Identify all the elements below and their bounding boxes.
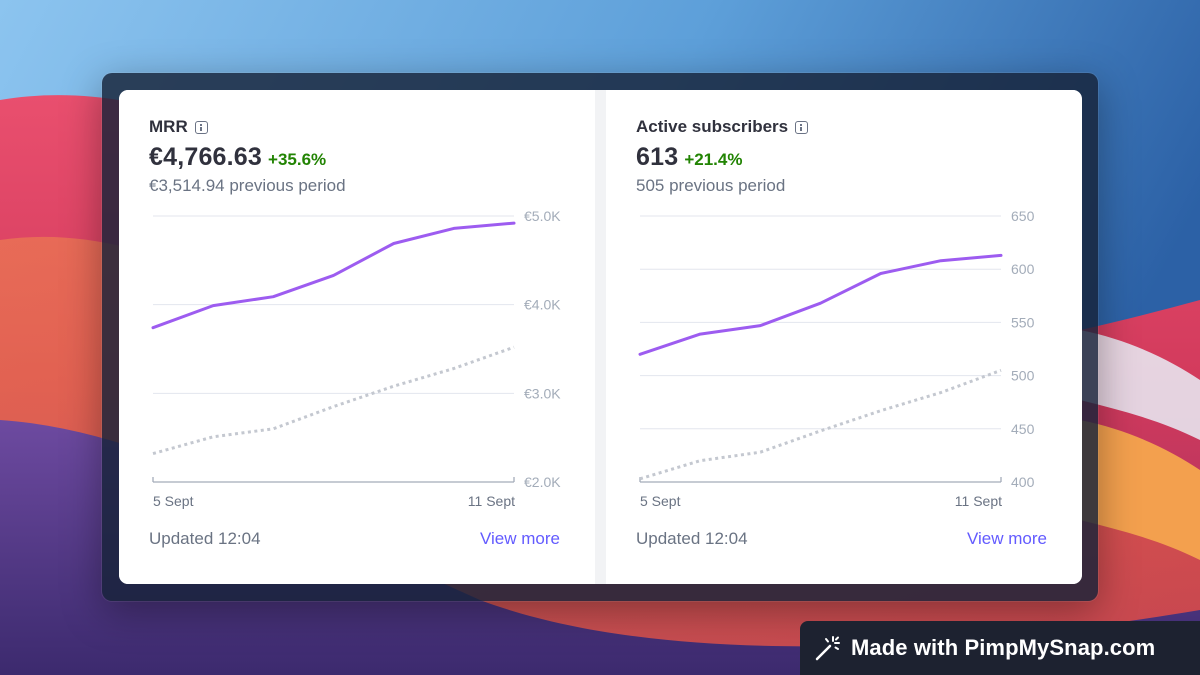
active-subscribers-title-text: Active subscribers (636, 117, 789, 136)
active-subscribers-title: Active subscribers (636, 117, 809, 137)
active-subscribers-value-row: 613 +21.4% (636, 143, 742, 172)
current-period-line (638, 253, 1003, 356)
x-tick-label: 5 Sept (640, 493, 681, 509)
mrr-value: €4,766.63 (149, 143, 263, 171)
info-icon[interactable] (194, 120, 208, 134)
active-subscribers-change: +21.4% (684, 150, 743, 169)
y-tick-label: €4.0K (524, 297, 561, 313)
mrr-title: MRR (149, 117, 208, 137)
mrr-chart: €2.0K €3.0K €4.0K €5.0K 5 Sept 11 Sept (151, 208, 561, 509)
mrr-view-more-link[interactable]: View more (480, 529, 560, 548)
y-tick-label: 400 (1011, 474, 1035, 490)
active-subscribers-value: 613 (636, 143, 679, 171)
x-tick-label: 5 Sept (153, 493, 194, 509)
current-period-line (151, 221, 516, 330)
active-subscribers-previous-period: 505 previous period (636, 176, 786, 195)
info-icon[interactable] (795, 120, 809, 134)
previous-period-line (152, 345, 515, 456)
pimpmysnap-badge[interactable]: Made with PimpMySnap.com (800, 621, 1200, 675)
active-subscribers-chart: 400 450 500 550 600 650 5 Sept 11 Sept (638, 208, 1035, 509)
y-tick-label: €3.0K (524, 385, 561, 401)
x-tick-label: 11 Sept (468, 493, 515, 509)
mrr-card: MRR €4,766.63 +35.6% €3,514.94 previous … (119, 90, 595, 584)
active-subscribers-card: Active subscribers 613 +21.4% 505 previo… (606, 90, 1082, 584)
mrr-updated-time: Updated 12:04 (149, 529, 261, 548)
magic-wand-icon (815, 636, 840, 661)
y-tick-label: 600 (1011, 261, 1035, 277)
active-subscribers-view-more-link[interactable]: View more (967, 529, 1047, 548)
mrr-value-row: €4,766.63 +35.6% (149, 143, 326, 172)
previous-period-line (639, 368, 1002, 481)
active-subscribers-updated-time: Updated 12:04 (636, 529, 748, 548)
y-tick-label: 500 (1011, 368, 1035, 384)
x-tick-label: 11 Sept (955, 493, 1002, 509)
y-tick-label: €2.0K (524, 474, 561, 490)
badge-text: Made with PimpMySnap.com (851, 635, 1156, 660)
y-tick-label: €5.0K (524, 208, 561, 224)
dashboard-panel: MRR €4,766.63 +35.6% €3,514.94 previous … (119, 90, 1082, 584)
y-tick-label: 650 (1011, 208, 1035, 224)
mrr-change: +35.6% (268, 150, 327, 169)
mrr-title-text: MRR (149, 117, 188, 136)
y-tick-label: 450 (1011, 421, 1035, 437)
y-tick-label: 550 (1011, 314, 1035, 330)
mrr-previous-period: €3,514.94 previous period (149, 176, 346, 195)
